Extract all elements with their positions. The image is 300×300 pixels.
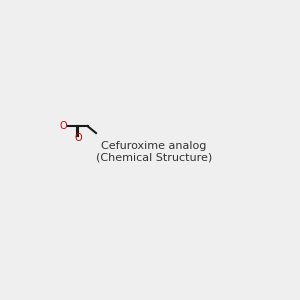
Text: O: O bbox=[60, 121, 68, 131]
Text: O: O bbox=[74, 134, 82, 143]
Text: Cefuroxime analog
(Chemical Structure): Cefuroxime analog (Chemical Structure) bbox=[96, 141, 212, 162]
